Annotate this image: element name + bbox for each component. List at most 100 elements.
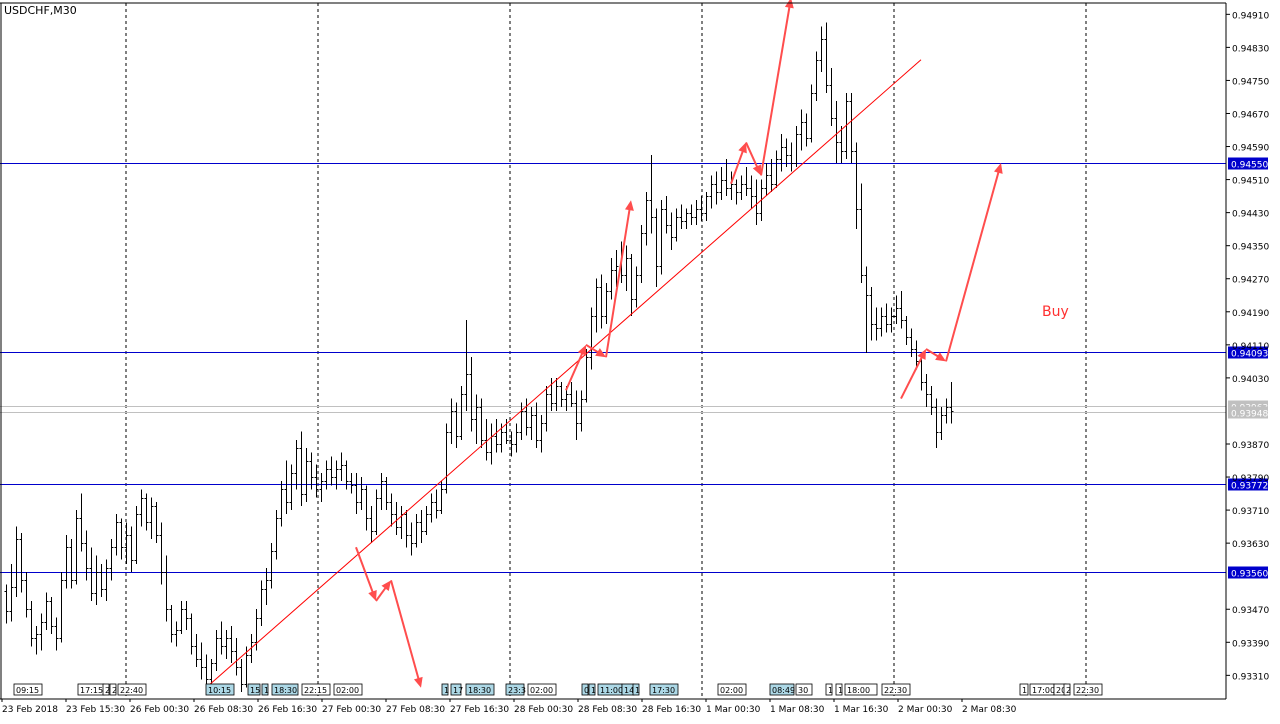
arrow-segment — [945, 170, 1000, 362]
candle — [819, 26, 824, 73]
time-label: 17:30 — [649, 683, 679, 696]
price-tick-label: 0.93710 — [1232, 507, 1269, 517]
time-label-text: 22:40 — [120, 686, 143, 695]
candle — [199, 642, 204, 680]
time-label: 30 — [795, 683, 813, 696]
candle — [514, 423, 519, 453]
candle — [429, 493, 434, 523]
candle — [924, 373, 929, 407]
time-label-text: 1 — [635, 686, 640, 695]
candle — [589, 307, 594, 370]
price-tick-label: 0.93390 — [1232, 639, 1269, 649]
arrow-head — [935, 352, 946, 362]
candle — [909, 328, 914, 358]
candle — [779, 134, 784, 172]
candle — [84, 530, 89, 581]
time-label-text: 1 — [591, 686, 596, 695]
candle — [144, 493, 149, 531]
time-label-box — [333, 683, 363, 696]
candle — [454, 402, 459, 449]
candle — [754, 179, 759, 226]
candle — [94, 555, 99, 606]
date-tick-label: 23 Feb 2018 — [2, 705, 58, 715]
arrow-annotations — [355, 0, 1003, 688]
candle — [124, 522, 129, 564]
candle — [594, 278, 599, 333]
candle — [49, 596, 54, 635]
arrow-segment — [605, 207, 631, 358]
price-tick-label: 0.93470 — [1232, 606, 1269, 616]
time-label-box — [247, 683, 261, 696]
candle — [649, 154, 654, 234]
candle — [794, 125, 799, 168]
candle — [389, 493, 394, 527]
candle — [839, 125, 844, 164]
candle — [344, 460, 349, 490]
level-label: 0.93560 — [1231, 570, 1268, 580]
candle — [164, 555, 169, 622]
candle — [239, 658, 244, 692]
candle — [854, 142, 859, 230]
candle — [104, 559, 109, 601]
candle — [654, 208, 659, 287]
candle — [109, 539, 114, 581]
candle — [519, 402, 524, 440]
candle — [509, 431, 514, 457]
price-tick-label: 0.94030 — [1232, 375, 1269, 385]
date-tick-label: 23 Feb 15:30 — [66, 705, 125, 715]
time-label-text: 08:49 — [772, 686, 795, 695]
time-label: 02:00 — [717, 683, 747, 696]
time-label-text: 02:00 — [336, 686, 359, 695]
candle — [689, 204, 694, 226]
candle — [439, 481, 444, 515]
time-label-box — [717, 683, 747, 696]
time-label: 1 — [825, 683, 833, 696]
candle — [324, 460, 329, 490]
candle — [729, 171, 734, 201]
time-label: 14 — [621, 683, 635, 696]
time-label: 22:30 — [881, 683, 911, 696]
date-tick-label: 1 Mar 16:30 — [834, 705, 889, 715]
candle — [634, 266, 639, 308]
candle — [739, 175, 744, 201]
candle — [264, 567, 269, 606]
time-label: 22:15 — [301, 683, 331, 696]
time-label-box — [205, 683, 235, 696]
date-tick-label: 28 Feb 00:30 — [514, 705, 573, 715]
time-label: 22:40 — [117, 683, 147, 696]
time-label-text: 30 — [798, 686, 808, 695]
time-label-text: 20 — [1056, 686, 1066, 695]
date-tick-label: 27 Feb 16:30 — [450, 705, 509, 715]
candle — [419, 510, 424, 544]
level-label-box — [1228, 566, 1268, 579]
time-label: 2 — [102, 683, 110, 696]
time-label: 23:3 — [505, 683, 526, 696]
candle — [69, 539, 74, 589]
candle — [479, 398, 484, 449]
current-price-label: 0.93948 — [1231, 410, 1268, 420]
candle — [559, 382, 564, 407]
price-tick-label: 0.94910 — [1232, 11, 1269, 21]
time-label-box — [1063, 683, 1071, 696]
candle — [699, 196, 704, 221]
candle — [39, 613, 44, 651]
time-label-text: 2 — [112, 686, 117, 695]
time-label-text: 15 — [250, 686, 260, 695]
candle — [414, 514, 419, 548]
time-label-text: 22:30 — [1076, 686, 1099, 695]
arrow-segment — [355, 546, 375, 594]
candle — [364, 485, 369, 531]
arrow-head — [577, 344, 587, 356]
time-label-box — [581, 683, 589, 696]
candle — [894, 295, 899, 325]
candle — [944, 398, 949, 424]
price-tick-label: 0.93790 — [1232, 474, 1269, 484]
candle — [469, 357, 474, 432]
time-label-text: 11:00 — [600, 686, 623, 695]
candle — [184, 600, 189, 630]
candle — [154, 501, 159, 544]
time-label-box — [465, 683, 495, 696]
candle — [24, 572, 29, 618]
